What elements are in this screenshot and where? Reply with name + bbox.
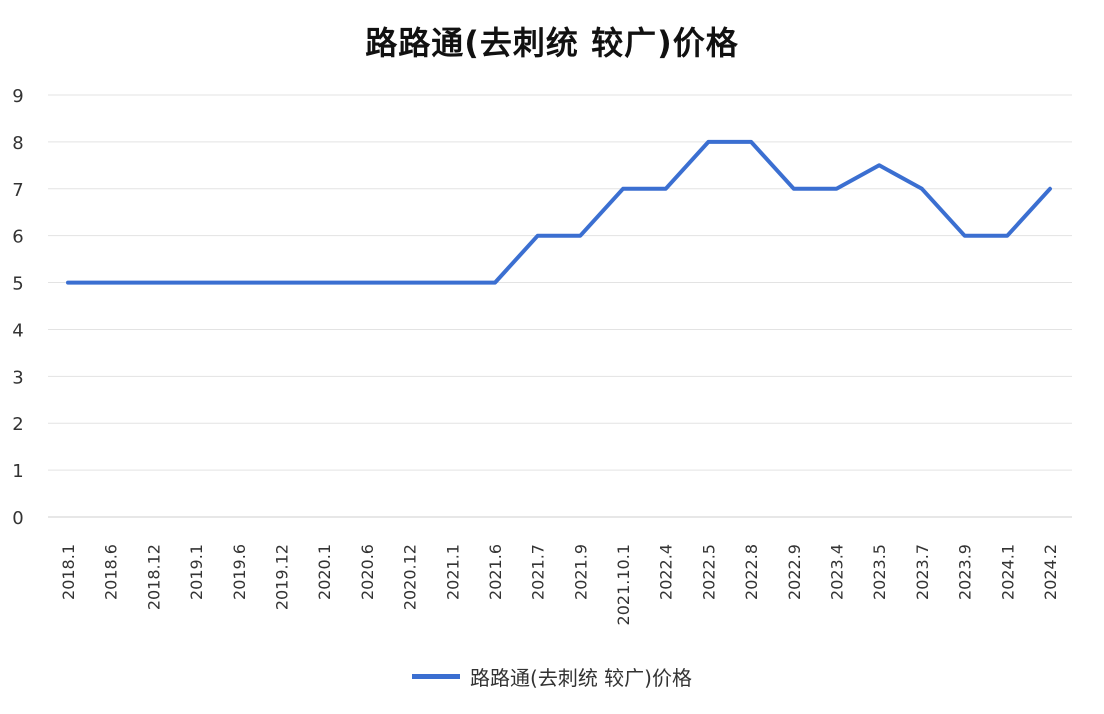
data-point xyxy=(493,281,497,285)
x-tick-label: 2018.6 xyxy=(102,544,121,600)
x-tick-label: 2019.12 xyxy=(272,544,291,610)
x-tick-label: 2023.5 xyxy=(870,544,889,600)
y-tick-label: 4 xyxy=(12,320,23,341)
data-point xyxy=(1048,187,1052,191)
x-tick-label: 2024.1 xyxy=(998,544,1017,600)
data-point xyxy=(706,140,710,144)
data-point xyxy=(792,187,796,191)
x-tick-label: 2022.8 xyxy=(742,544,761,600)
data-point xyxy=(194,281,198,285)
x-tick-label: 2021.10.1 xyxy=(614,544,633,625)
y-tick-label: 7 xyxy=(12,180,23,201)
y-tick-label: 8 xyxy=(12,133,23,154)
data-point xyxy=(877,163,881,167)
legend: 路路通(去刺统 较广)价格 xyxy=(0,662,1104,691)
x-tick-label: 2019.1 xyxy=(187,544,206,600)
y-tick-label: 0 xyxy=(12,508,23,529)
x-tick-label: 2022.4 xyxy=(657,544,676,600)
data-point xyxy=(279,281,283,285)
data-point xyxy=(237,281,241,285)
data-point xyxy=(408,281,412,285)
y-tick-label: 2 xyxy=(12,414,23,435)
y-tick-label: 9 xyxy=(12,86,23,107)
data-point xyxy=(1005,234,1009,238)
x-tick-label: 2023.4 xyxy=(828,544,847,600)
data-point xyxy=(322,281,326,285)
data-point xyxy=(109,281,113,285)
x-tick-label: 2021.6 xyxy=(486,544,505,600)
data-point xyxy=(963,234,967,238)
x-tick-label: 2020.12 xyxy=(401,544,420,610)
x-tick-label: 2023.7 xyxy=(913,544,932,600)
x-tick-label: 2021.9 xyxy=(571,544,590,600)
data-point xyxy=(621,187,625,191)
data-point xyxy=(920,187,924,191)
y-tick-label: 5 xyxy=(12,274,23,295)
data-point xyxy=(66,281,70,285)
x-tick-label: 2019.6 xyxy=(230,544,249,600)
chart-title: 路路通(去刺统 较广)价格 xyxy=(365,24,739,62)
legend-swatch xyxy=(412,674,461,679)
x-tick-label: 2023.9 xyxy=(956,544,975,600)
data-point xyxy=(835,187,839,191)
data-point xyxy=(450,281,454,285)
x-tick-label: 2022.5 xyxy=(699,544,718,600)
data-point xyxy=(749,140,753,144)
series-line-0 xyxy=(66,139,1052,285)
y-tick-label: 3 xyxy=(12,367,23,388)
x-tick-label: 2022.9 xyxy=(785,544,804,600)
y-tick-label: 6 xyxy=(12,227,23,248)
data-point xyxy=(536,234,540,238)
data-point xyxy=(151,281,155,285)
x-tick-label: 2021.7 xyxy=(529,544,548,600)
x-tick-label: 2018.1 xyxy=(59,544,78,600)
legend-label: 路路通(去刺统 较广)价格 xyxy=(470,666,692,690)
x-tick-label: 2020.1 xyxy=(315,544,334,600)
data-point xyxy=(365,281,369,285)
x-tick-label: 2024.2 xyxy=(1041,544,1060,600)
data-point xyxy=(578,234,582,238)
data-point xyxy=(664,187,668,191)
x-tick-label: 2018.12 xyxy=(144,544,163,610)
x-tick-label: 2021.1 xyxy=(443,544,462,600)
x-tick-label: 2020.6 xyxy=(358,544,377,600)
y-tick-label: 1 xyxy=(12,461,23,482)
